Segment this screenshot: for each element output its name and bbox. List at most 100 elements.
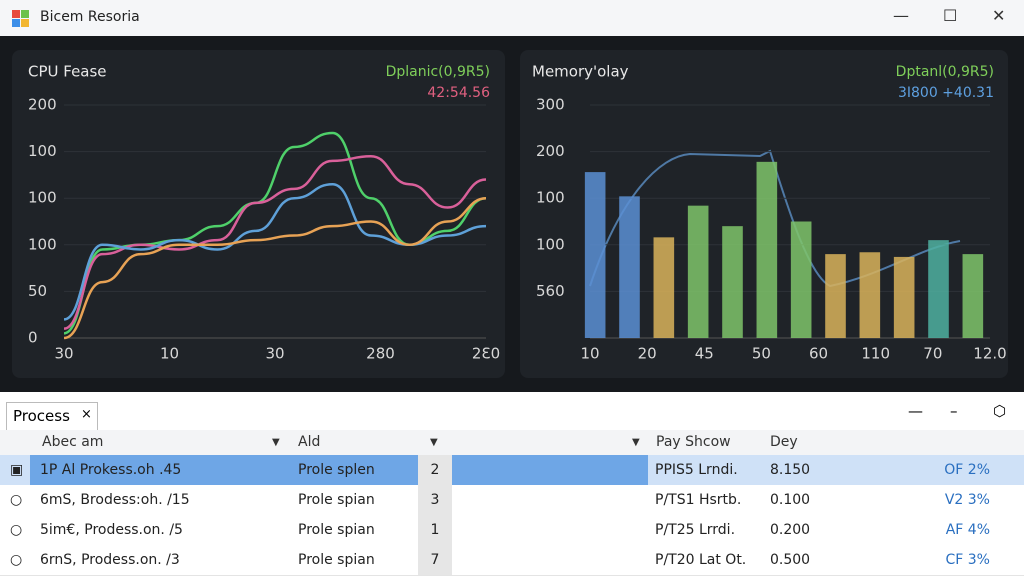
x-tick-label: 70 xyxy=(923,345,942,363)
sort-arrow[interactable]: ▼ xyxy=(272,437,280,448)
dashboard: CPU Fease Dplanic(0,9R5) 42:54.56 Memory… xyxy=(0,36,1024,392)
memory-bar xyxy=(687,205,709,338)
cpu-line xyxy=(63,155,487,330)
selection xyxy=(30,455,648,485)
cell: Prole spian xyxy=(298,492,375,508)
y-tick-label: 50 xyxy=(28,282,47,300)
x-tick-label: 10 xyxy=(580,345,599,363)
y-tick-label: 100 xyxy=(536,189,565,207)
memory-bar xyxy=(893,256,915,338)
row-icon: ○ xyxy=(10,552,23,568)
panel-collapse[interactable]: – xyxy=(950,402,958,420)
memory-bar xyxy=(653,237,675,338)
cell: 0.500 xyxy=(770,552,811,568)
y-tick-label: 100 xyxy=(28,235,57,253)
cell: 1 xyxy=(418,515,452,545)
table-header: Abec am ▼ Ald ▼ ▼ Pay Shcow Dey xyxy=(0,430,1024,456)
y-tick-label: 200 xyxy=(536,142,565,160)
header-cell[interactable]: Dey xyxy=(770,434,798,450)
cell: P/T25 Lrrdi. xyxy=(655,522,736,538)
y-tick-label: 300 xyxy=(536,96,565,114)
sort-arrow[interactable]: ▼ xyxy=(430,437,438,448)
x-tick-label: 12.0 xyxy=(973,345,1006,363)
memory-bar xyxy=(928,240,949,338)
cpu-legend: Dplanic(0,9R5) xyxy=(386,64,490,80)
row-icon: ○ xyxy=(10,492,23,508)
y-tick-label: 100 xyxy=(536,235,565,253)
memory-trend xyxy=(589,149,961,288)
cell: CF 3% xyxy=(945,552,991,568)
header-cell[interactable]: Abec am xyxy=(42,434,104,450)
cpu-title: CPU Fease xyxy=(28,63,107,81)
header-cell[interactable]: Ald xyxy=(298,434,321,450)
sort-arrow[interactable]: ▼ xyxy=(632,437,640,448)
cell: V2 3% xyxy=(944,492,990,508)
cell: 7 xyxy=(418,545,452,575)
row-icon: ○ xyxy=(10,522,23,538)
process-row[interactable]: ▣ 1P Al Prokess.oh .45 Prole splen 2 PPIS5 L… xyxy=(0,455,1024,486)
cell: P/TS1 Hsrtb. xyxy=(655,492,742,508)
x-tick-label: 110 xyxy=(861,345,890,363)
x-tick-label: 2Ɛ0 xyxy=(472,345,500,363)
cell: Prole splen xyxy=(298,462,375,478)
memory-readout: 3I800 +40.31 xyxy=(898,85,994,101)
cpu-panel xyxy=(12,50,505,378)
panel-minimize[interactable]: — xyxy=(908,402,923,420)
memory-bar xyxy=(584,172,606,338)
maximize-button[interactable]: ☐ xyxy=(943,6,958,25)
minimize-button[interactable]: — xyxy=(893,6,909,25)
cell: 5im€, Prodess.on. /5 xyxy=(40,522,183,538)
x-tick-label: 280 xyxy=(366,345,395,363)
cell: 6mS, Brodess:oh. /15 xyxy=(40,492,190,508)
process-row[interactable]: ○ 5im€, Prodess.on. /5 Prole spian 1 P/T25 L… xyxy=(0,515,1024,546)
cell: 6rnS, Prodess.on. /3 xyxy=(40,552,180,568)
window-title: Bicem Resoria xyxy=(40,9,140,25)
app-icon xyxy=(12,10,29,27)
memory-title: Memory'olay xyxy=(532,63,629,81)
memory-bar xyxy=(619,196,640,338)
memory-legend: Dptanl(0,9R5) xyxy=(896,64,994,80)
tab-label: Process xyxy=(13,407,70,425)
cell: P/T20 Lat Ot. xyxy=(655,552,747,568)
cell: 0.200 xyxy=(770,522,811,538)
cell: Prole spian xyxy=(298,522,375,538)
cell: 1P Al Prokess.oh .45 xyxy=(40,462,182,478)
process-tab[interactable]: Process × xyxy=(6,402,98,431)
x-tick-label: 50 xyxy=(752,345,771,363)
cell: OF 2% xyxy=(944,462,990,478)
x-tick-label: 60 xyxy=(809,345,828,363)
memory-bar xyxy=(825,254,846,338)
y-tick-label: 560 xyxy=(536,282,565,300)
header-cell[interactable]: Pay Shcow xyxy=(656,434,731,450)
panel-settings[interactable]: ⬡ xyxy=(993,402,1007,420)
cell: 2 xyxy=(418,455,452,485)
cell: AF 4% xyxy=(945,522,990,538)
cell: PPIS5 Lrndi. xyxy=(655,462,738,478)
y-tick-label: 100 xyxy=(28,142,57,160)
memory-bar xyxy=(859,252,881,338)
process-row[interactable]: ○ 6rnS, Prodess.on. /3 Prole spian 7 P/T20 L… xyxy=(0,545,1024,576)
y-tick-label: 0 xyxy=(28,329,38,347)
row-icon: ▣ xyxy=(10,462,24,478)
cpu-readout: 42:54.56 xyxy=(427,85,490,101)
memory-bar xyxy=(962,254,984,338)
cell: 3 xyxy=(418,485,452,515)
x-tick-label: 10 xyxy=(160,345,179,363)
tab-bar: Process × — – ⬡ xyxy=(0,392,1024,431)
title-bar: Bicem Resoria — ☐ ✕ xyxy=(0,0,1024,36)
tab-close[interactable]: × xyxy=(81,407,92,422)
close-button[interactable]: ✕ xyxy=(992,6,1006,25)
cell: 0.100 xyxy=(770,492,811,508)
cell: Prole spian xyxy=(298,552,375,568)
x-tick-label: 45 xyxy=(695,345,714,363)
process-row[interactable]: ○ 6mS, Brodess:oh. /15 Prole spian 3 P/TS1 H… xyxy=(0,485,1024,516)
cell: 8.150 xyxy=(770,462,811,478)
x-tick-label: 20 xyxy=(638,345,657,363)
x-tick-label: 30 xyxy=(54,345,73,363)
memory-bar xyxy=(790,221,812,338)
memory-bar xyxy=(756,161,778,338)
cpu-line xyxy=(63,196,487,340)
x-tick-label: 30 xyxy=(265,345,284,363)
y-tick-label: 200 xyxy=(28,96,57,114)
